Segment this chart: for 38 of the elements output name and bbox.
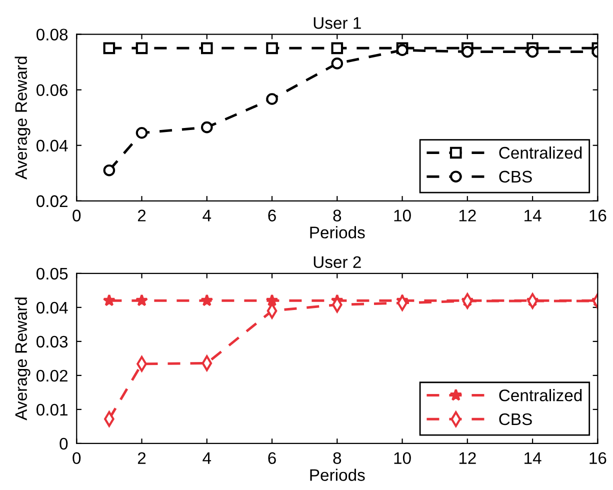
legend-label: CBS bbox=[499, 170, 532, 183]
chart-title: User 1 bbox=[314, 17, 361, 29]
x-tick-label: 2 bbox=[138, 210, 146, 222]
x-tick-label: 12 bbox=[459, 210, 476, 222]
x-tick-label: 0 bbox=[72, 210, 81, 222]
x-tick-label: 16 bbox=[590, 452, 606, 464]
legend-label: Centralized bbox=[499, 389, 582, 402]
y-tick-label: 0 bbox=[60, 438, 68, 450]
y-axis-title: Average Reward bbox=[14, 298, 30, 420]
y-tick-label: 0.04 bbox=[36, 302, 68, 314]
x-tick-label: 16 bbox=[590, 210, 606, 222]
y-tick-label: 0.01 bbox=[36, 404, 68, 416]
x-tick-label: 14 bbox=[524, 452, 542, 464]
x-tick-label: 10 bbox=[394, 210, 411, 222]
y-tick-label: 0.02 bbox=[36, 370, 68, 382]
x-tick-label: 6 bbox=[268, 210, 276, 222]
y-tick-label: 0.08 bbox=[36, 28, 68, 41]
x-tick-label: 2 bbox=[138, 452, 146, 464]
x-tick-label: 4 bbox=[202, 210, 212, 222]
y-tick-label: 0.04 bbox=[36, 140, 68, 152]
y-tick-label: 0.05 bbox=[36, 268, 68, 280]
y-tick-label: 0.02 bbox=[36, 195, 68, 208]
x-axis-title: Periods bbox=[310, 468, 365, 481]
x-tick-label: 10 bbox=[394, 452, 411, 464]
x-tick-label: 12 bbox=[459, 452, 476, 464]
x-tick-label: 8 bbox=[333, 210, 342, 222]
x-tick-label: 8 bbox=[333, 452, 342, 464]
y-tick-label: 0.06 bbox=[36, 84, 68, 96]
legend-label: CBS bbox=[499, 413, 532, 426]
x-tick-label: 0 bbox=[72, 452, 81, 464]
legend-label: Centralized bbox=[499, 146, 582, 159]
chart-title: User 2 bbox=[314, 256, 361, 268]
x-tick-label: 6 bbox=[268, 452, 276, 464]
x-axis-title: Periods bbox=[310, 226, 365, 238]
x-tick-label: 4 bbox=[202, 452, 212, 464]
y-axis-title: Average Reward bbox=[14, 56, 30, 180]
y-tick-label: 0.03 bbox=[36, 336, 68, 348]
x-tick-label: 14 bbox=[524, 210, 542, 222]
